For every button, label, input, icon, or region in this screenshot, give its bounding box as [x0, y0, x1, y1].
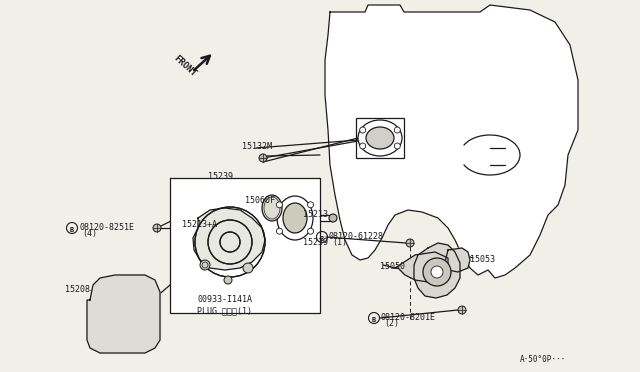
Text: 15132M: 15132M: [242, 142, 272, 151]
Circle shape: [431, 266, 443, 278]
Circle shape: [360, 143, 365, 149]
Circle shape: [423, 258, 451, 286]
Text: 08120-61228: 08120-61228: [329, 231, 384, 241]
Text: B: B: [372, 317, 376, 323]
Polygon shape: [445, 248, 470, 272]
Circle shape: [224, 276, 232, 284]
Text: 15239: 15239: [303, 238, 328, 247]
Circle shape: [200, 260, 210, 270]
Polygon shape: [87, 275, 160, 353]
Circle shape: [329, 214, 337, 222]
Polygon shape: [193, 208, 265, 270]
Text: (4): (4): [82, 229, 97, 238]
Ellipse shape: [358, 120, 402, 156]
Circle shape: [394, 127, 401, 133]
Bar: [356, 118, 404, 158]
Circle shape: [243, 263, 253, 273]
Text: 00933-I141A: 00933-I141A: [197, 295, 252, 304]
Circle shape: [458, 306, 466, 314]
Circle shape: [360, 127, 365, 133]
Polygon shape: [395, 252, 448, 282]
Text: 15213+A: 15213+A: [182, 220, 217, 229]
Text: 08120-8251E: 08120-8251E: [79, 222, 134, 231]
Circle shape: [394, 143, 401, 149]
Circle shape: [308, 202, 314, 208]
Text: 15053: 15053: [470, 255, 495, 264]
Text: 15213: 15213: [303, 210, 328, 219]
Text: 08120-8201E: 08120-8201E: [381, 312, 436, 321]
Text: A·50°0P···: A·50°0P···: [520, 355, 566, 364]
Text: 15239: 15239: [208, 172, 233, 181]
Polygon shape: [414, 243, 460, 298]
Text: B: B: [320, 235, 324, 241]
Circle shape: [276, 228, 282, 234]
Text: 15208: 15208: [65, 285, 90, 294]
Bar: [170, 178, 320, 313]
Ellipse shape: [366, 127, 394, 149]
Text: (1): (1): [332, 238, 347, 247]
Text: 15060F: 15060F: [245, 196, 275, 205]
Text: 15050: 15050: [380, 262, 405, 271]
Text: (2): (2): [384, 319, 399, 328]
Text: PLUG プラグ(1): PLUG プラグ(1): [197, 306, 252, 315]
Circle shape: [259, 154, 267, 162]
Circle shape: [153, 224, 161, 232]
Ellipse shape: [262, 195, 282, 221]
Ellipse shape: [283, 203, 307, 233]
Ellipse shape: [277, 196, 313, 240]
Polygon shape: [325, 5, 578, 278]
Circle shape: [308, 228, 314, 234]
Text: FRONT: FRONT: [172, 53, 198, 78]
Circle shape: [406, 239, 414, 247]
Text: B: B: [70, 227, 74, 232]
Circle shape: [276, 202, 282, 208]
